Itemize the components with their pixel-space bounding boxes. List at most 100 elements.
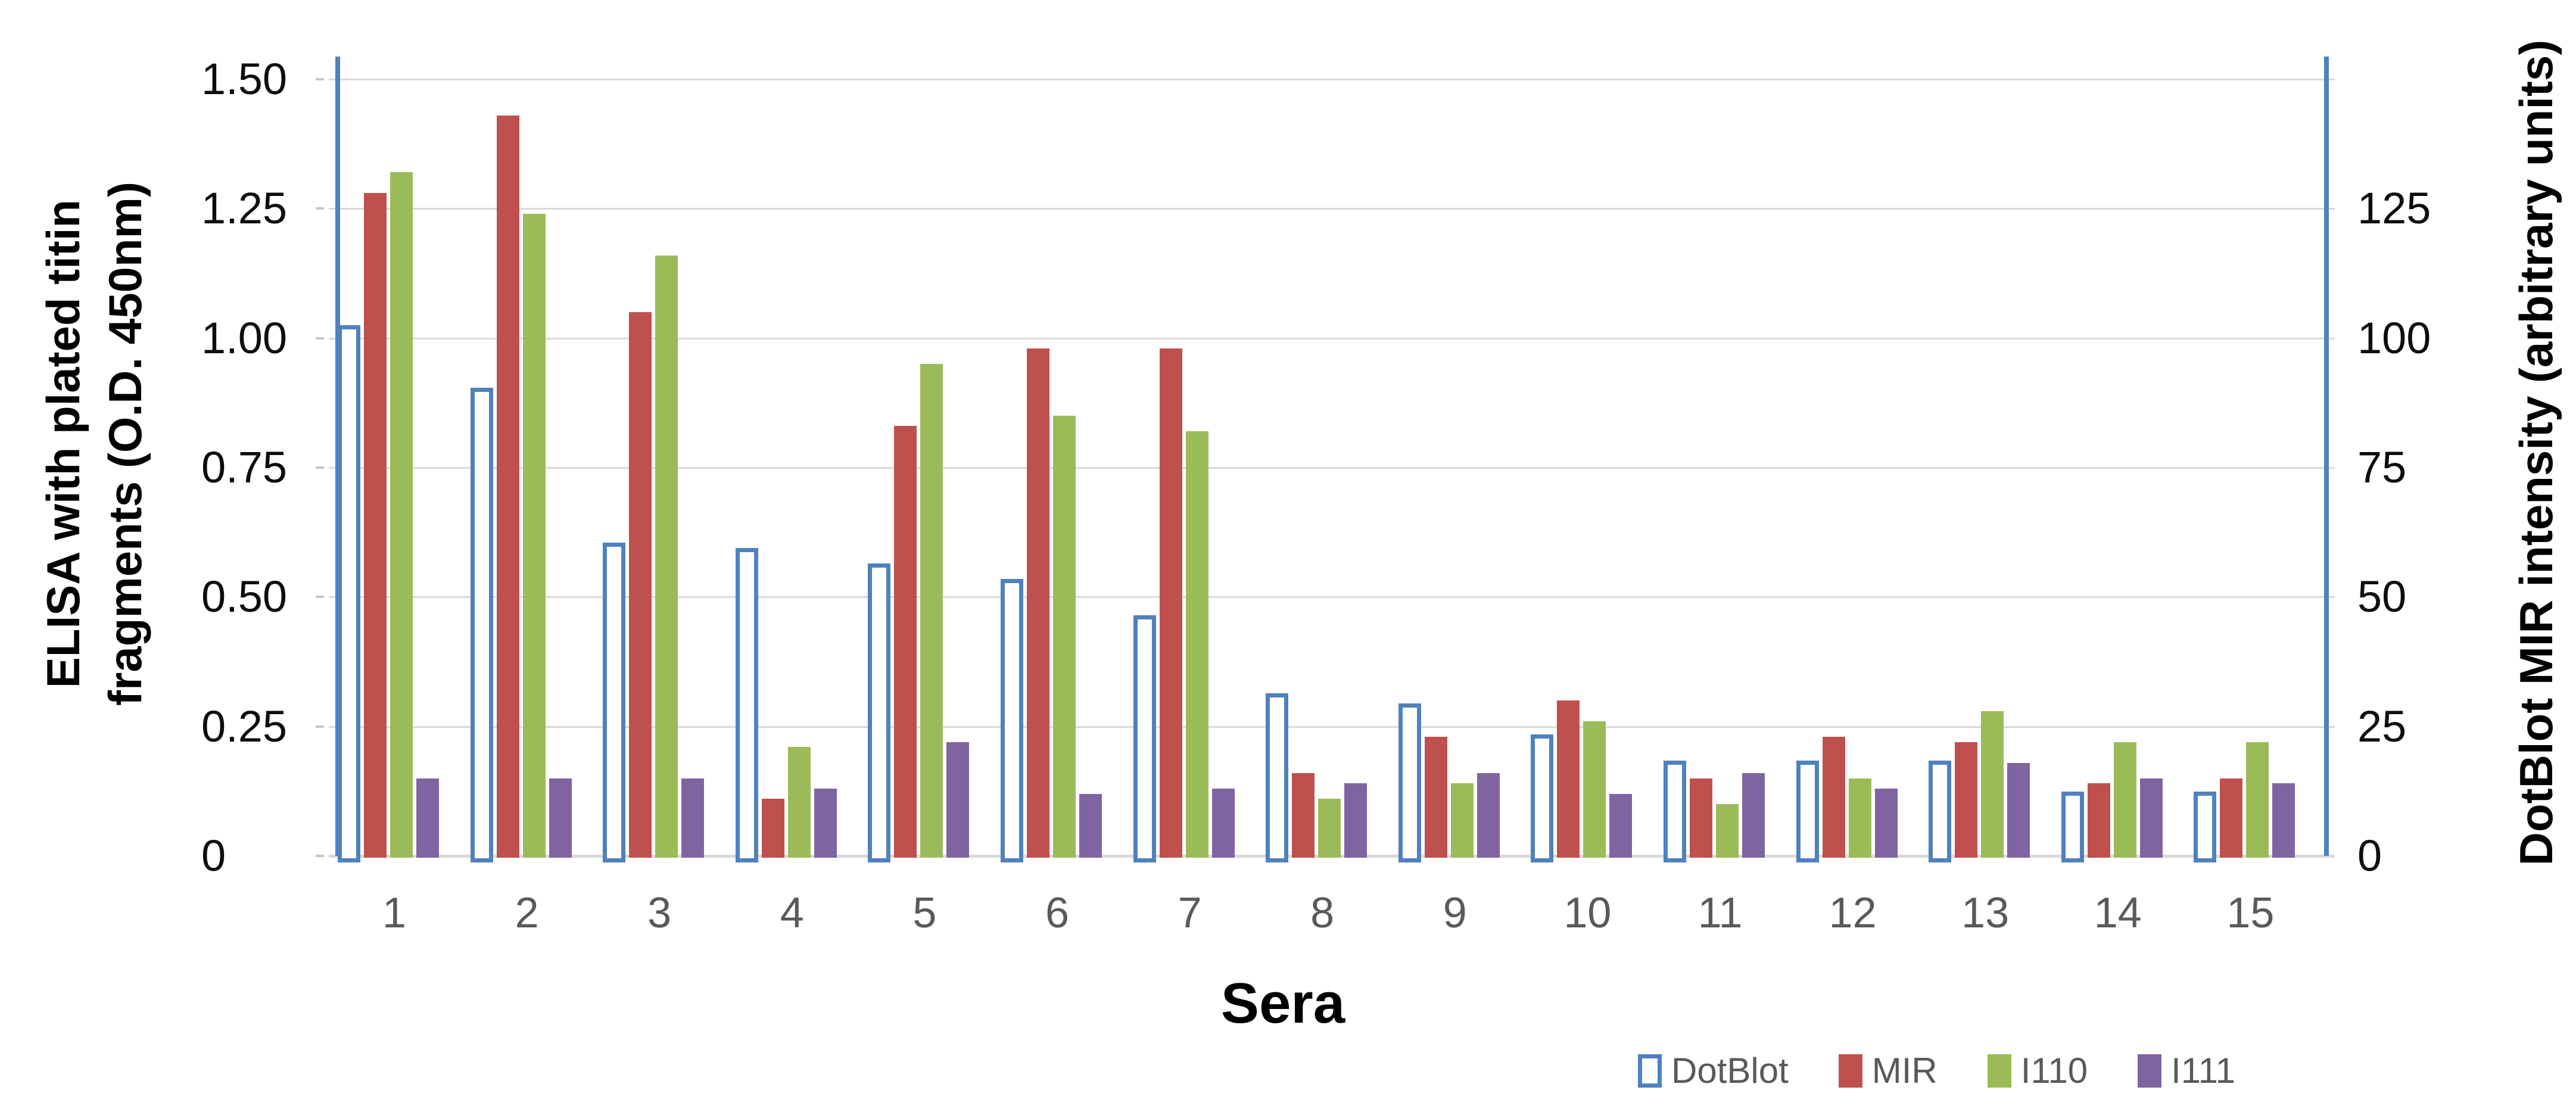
bar-i110-sera-8 xyxy=(1318,799,1341,858)
category-label-14: 14 xyxy=(2094,889,2142,937)
bar-mir-sera-12 xyxy=(1822,737,1845,858)
right-tick-label-0: 0 xyxy=(2357,831,2382,880)
bar-mir-sera-3 xyxy=(629,312,652,858)
legend-swatch-dotblot xyxy=(1638,1054,1662,1088)
bar-mir-sera-2 xyxy=(496,115,519,858)
gridline xyxy=(329,79,2335,80)
bar-i110-sera-4 xyxy=(787,747,811,858)
bar-i111-sera-5 xyxy=(946,742,970,858)
right-tick-label-25: 25 xyxy=(2357,701,2407,751)
bar-i111-sera-10 xyxy=(1609,793,1633,858)
left-axis-tick xyxy=(316,725,324,728)
bar-dotblot-sera-12 xyxy=(1796,760,1819,862)
bar-i110-sera-2 xyxy=(522,214,546,858)
left-tick-label-0.25: 0.25 xyxy=(201,701,288,751)
legend-label-i110: I110 xyxy=(2020,1051,2088,1091)
bar-i110-sera-15 xyxy=(2246,742,2269,858)
bar-mir-sera-5 xyxy=(894,426,917,858)
category-label-1: 1 xyxy=(382,889,407,937)
bar-i111-sera-4 xyxy=(814,788,837,858)
bar-i111-sera-9 xyxy=(1477,773,1500,858)
bar-dotblot-sera-6 xyxy=(1001,579,1023,862)
left-axis-tick xyxy=(316,596,324,599)
gridline xyxy=(329,337,2335,340)
gridline xyxy=(329,596,2335,599)
bar-dotblot-sera-3 xyxy=(603,543,626,862)
bar-mir-sera-15 xyxy=(2220,778,2243,858)
category-label-2: 2 xyxy=(515,889,539,937)
right-axis-line xyxy=(2324,57,2329,856)
bar-i111-sera-1 xyxy=(416,778,439,858)
category-label-3: 3 xyxy=(647,889,672,937)
bar-dotblot-sera-7 xyxy=(1133,615,1156,862)
left-axis-tick xyxy=(316,337,324,340)
category-label-7: 7 xyxy=(1178,889,1202,937)
bar-i111-sera-6 xyxy=(1079,793,1102,858)
legend-item-i111: I111 xyxy=(2138,1053,2235,1089)
bar-mir-sera-1 xyxy=(364,193,387,858)
right-tick-label-50: 50 xyxy=(2357,572,2407,622)
bar-i110-sera-7 xyxy=(1185,431,1208,858)
bar-i111-sera-2 xyxy=(549,778,572,858)
bar-dotblot-sera-8 xyxy=(1266,693,1289,862)
bar-i111-sera-13 xyxy=(2007,762,2030,858)
legend-item-i110: I110 xyxy=(1987,1051,2088,1091)
bar-i110-sera-1 xyxy=(390,172,413,858)
legend-swatch-mir xyxy=(1838,1054,1862,1088)
bar-dotblot-sera-5 xyxy=(868,563,891,862)
bar-dotblot-sera-15 xyxy=(2194,791,2217,862)
left-tick-label-1.25: 1.25 xyxy=(201,183,288,233)
left-tick-label-0.75: 0.75 xyxy=(201,443,288,492)
bar-i110-sera-13 xyxy=(1981,711,2004,858)
bar-i111-sera-12 xyxy=(1874,788,1898,858)
bar-dotblot-sera-14 xyxy=(2061,791,2084,862)
category-label-5: 5 xyxy=(912,889,937,937)
left-axis-tick xyxy=(316,207,324,210)
legend-label-mir: MIR xyxy=(1871,1051,1938,1091)
bar-dotblot-sera-2 xyxy=(470,387,493,862)
legend-item-mir: MIR xyxy=(1838,1051,1938,1091)
category-label-12: 12 xyxy=(1829,889,1877,937)
right-tick-label-75: 75 xyxy=(2357,443,2407,492)
bar-dotblot-sera-10 xyxy=(1531,734,1554,862)
bar-i111-sera-7 xyxy=(1211,788,1235,858)
x-axis-title: Sera xyxy=(1220,971,1345,1035)
left-axis-title-line2: fragments (O.D. 450nm) xyxy=(99,182,151,706)
bar-mir-sera-8 xyxy=(1292,773,1315,858)
gridline xyxy=(329,208,2335,210)
legend-label-dotblot: DotBlot xyxy=(1671,1051,1789,1091)
category-label-11: 11 xyxy=(1697,889,1743,937)
left-tick-label-1.00: 1.00 xyxy=(201,313,288,363)
right-tick-label-100: 100 xyxy=(2357,313,2431,363)
category-label-8: 8 xyxy=(1310,889,1335,937)
gridline xyxy=(329,725,2335,728)
category-label-13: 13 xyxy=(1961,889,2010,937)
left-tick-label-1.50: 1.50 xyxy=(201,54,288,104)
left-tick-label-0: 0 xyxy=(201,831,226,880)
bar-dotblot-sera-13 xyxy=(1929,760,1952,862)
bar-i110-sera-9 xyxy=(1450,783,1474,858)
bar-dotblot-sera-1 xyxy=(338,325,360,862)
right-axis-title: DotBlot MIR intensity (arbitrary units) xyxy=(2510,39,2562,866)
bar-mir-sera-13 xyxy=(1955,742,1978,858)
bar-mir-sera-10 xyxy=(1557,700,1580,858)
left-axis-title-line1: ELISA with plated titin xyxy=(37,199,89,689)
left-tick-label-0.50: 0.50 xyxy=(201,572,288,622)
legend-swatch-i111 xyxy=(2138,1054,2162,1088)
left-axis-tick xyxy=(316,78,324,80)
legend-swatch-i110 xyxy=(1987,1054,2011,1088)
bar-mir-sera-9 xyxy=(1424,737,1447,858)
bar-i110-sera-14 xyxy=(2113,742,2136,858)
bar-i110-sera-3 xyxy=(655,255,678,858)
right-tick-label-125: 125 xyxy=(2357,183,2431,233)
legend-item-dotblot: DotBlot xyxy=(1638,1053,1789,1089)
left-axis-title: ELISA with plated titin fragments (O.D. … xyxy=(32,27,156,861)
bar-mir-sera-14 xyxy=(2087,783,2110,858)
bar-dotblot-sera-4 xyxy=(735,548,758,862)
category-label-10: 10 xyxy=(1563,889,1612,937)
legend: DotBlot MIR I110 I111 xyxy=(1638,1053,2235,1089)
bar-i111-sera-3 xyxy=(681,778,705,858)
bar-dotblot-sera-11 xyxy=(1664,760,1686,862)
bar-i110-sera-11 xyxy=(1716,804,1739,858)
category-label-6: 6 xyxy=(1045,889,1070,937)
